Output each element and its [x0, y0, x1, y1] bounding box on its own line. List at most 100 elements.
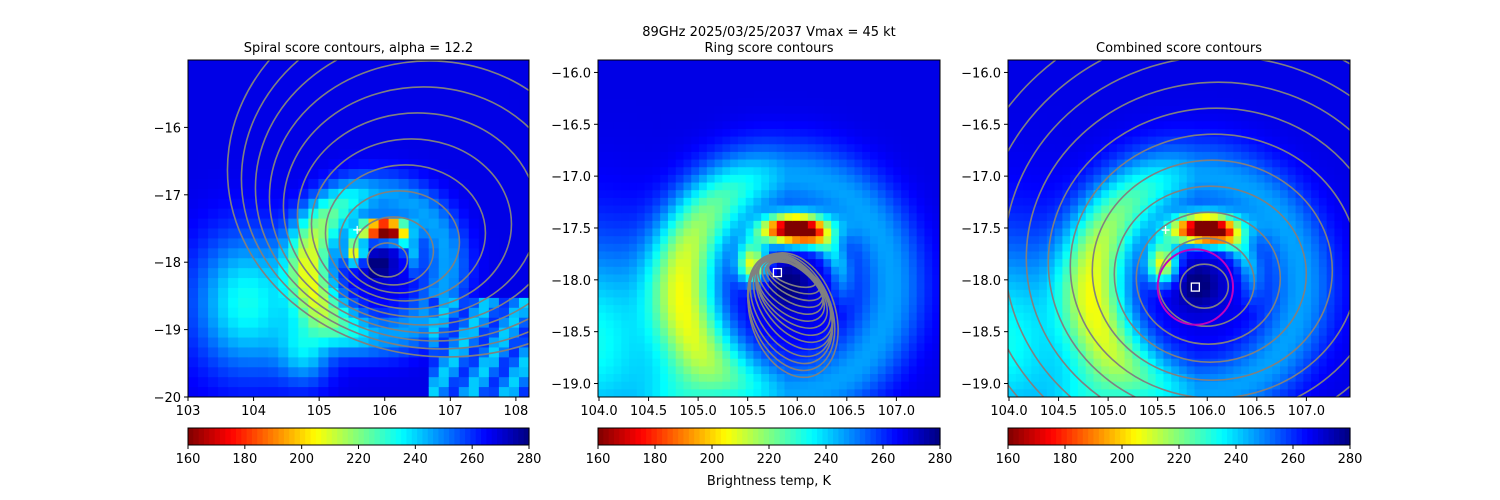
heatmap-cell [468, 218, 480, 230]
heatmap-cell [838, 182, 848, 191]
heatmap-cell [1116, 159, 1126, 168]
heatmap-cell [838, 351, 848, 360]
heatmap-cell [675, 105, 685, 115]
heatmap-cell [769, 213, 778, 222]
heatmap-cell [714, 366, 723, 375]
heatmap-cell [1194, 381, 1203, 390]
heatmap-cell [854, 151, 863, 161]
heatmap-cell [706, 75, 716, 84]
heatmap-cell [1046, 266, 1056, 276]
heatmap-cell [1287, 389, 1297, 397]
heatmap-cell [652, 312, 661, 322]
heatmap-cell [1248, 312, 1258, 322]
heatmap-cell [1202, 381, 1211, 390]
heatmap-cell [1039, 159, 1048, 168]
heatmap-cell [901, 174, 910, 184]
heatmap-cell [722, 358, 731, 367]
heatmap-cell [1008, 282, 1017, 291]
heatmap-cell [769, 381, 778, 390]
heatmap-cell [629, 297, 638, 306]
heatmap-cell [924, 90, 933, 99]
heatmap-cell [1077, 220, 1087, 230]
heatmap-cell [613, 282, 622, 291]
heatmap-cell [1225, 381, 1235, 390]
heatmap-cell [823, 266, 832, 276]
heatmap-cell [1124, 60, 1133, 69]
heatmap-cell [218, 337, 229, 349]
heatmap-cell [478, 387, 490, 397]
heatmap-cell [792, 128, 801, 138]
heatmap-cell [792, 82, 801, 92]
colorbar-segment [897, 428, 904, 445]
heatmap-cell [1023, 197, 1032, 207]
heatmap-cell [228, 327, 239, 339]
heatmap-cell [916, 90, 926, 99]
heatmap-cell [1233, 259, 1242, 268]
heatmap-cell [1062, 67, 1071, 76]
heatmap-cell [278, 169, 289, 180]
heatmap-cell [1085, 159, 1095, 168]
heatmap-cell [1264, 75, 1273, 84]
heatmap-cell [629, 190, 638, 199]
heatmap-cell [691, 351, 700, 360]
heatmap-cell [1023, 174, 1032, 184]
heatmap-cell [1062, 82, 1071, 92]
heatmap-cell [1015, 381, 1025, 390]
heatmap-cell [338, 278, 350, 289]
heatmap-cell [598, 312, 607, 322]
heatmap-cell [699, 82, 708, 92]
heatmap-cell [1202, 167, 1211, 176]
heatmap-cell [1241, 389, 1250, 397]
heatmap-cell [1015, 67, 1025, 76]
heatmap-cell [598, 197, 607, 207]
heatmap-cell [1147, 159, 1157, 168]
heatmap-cell [1109, 320, 1118, 329]
heatmap-cell [1031, 128, 1040, 138]
colorbar-segment [193, 428, 200, 445]
heatmap-cell [831, 374, 840, 383]
heatmap-cell [753, 213, 762, 222]
heatmap-cell [1109, 121, 1118, 130]
heatmap-cell [1241, 335, 1250, 344]
heatmap-cell [636, 274, 646, 283]
heatmap-cell [761, 205, 770, 214]
heatmap-cell [468, 297, 480, 309]
heatmap-cell [893, 335, 902, 344]
heatmap-cell [1070, 282, 1079, 291]
heatmap-cell [468, 258, 480, 269]
heatmap-cell [428, 337, 440, 349]
colorbar-segment [417, 428, 424, 445]
heatmap-cell [691, 151, 700, 161]
heatmap-cell [932, 366, 940, 375]
heatmap-cell [1054, 297, 1064, 306]
heatmap-cell [328, 327, 340, 339]
heatmap-cell [629, 351, 638, 360]
heatmap-cell [1147, 243, 1157, 253]
heatmap-cell [1116, 312, 1126, 322]
heatmap-cell [823, 82, 832, 92]
heatmap-cell [901, 197, 910, 207]
heatmap-cell [1248, 220, 1258, 230]
heatmap-cell [838, 251, 848, 260]
heatmap-cell [1132, 335, 1141, 344]
heatmap-cell [518, 357, 529, 368]
heatmap-cell [924, 144, 933, 153]
heatmap-cell [660, 121, 669, 130]
heatmap-cell [398, 60, 410, 71]
heatmap-cell [1171, 167, 1180, 176]
heatmap-cell [268, 228, 279, 240]
heatmap-cell [1171, 60, 1180, 69]
heatmap-cell [675, 136, 685, 145]
heatmap-cell [508, 228, 520, 240]
heatmap-cell [784, 358, 793, 367]
heatmap-cell [1280, 297, 1289, 306]
heatmap-cell [208, 258, 219, 269]
colorbar-segment [763, 428, 770, 445]
heatmap-cell [508, 287, 520, 299]
heatmap-cell [652, 144, 661, 153]
heatmap-cell [418, 337, 430, 349]
heatmap-cell [652, 98, 661, 107]
heatmap-cell [258, 119, 269, 130]
heatmap-cell [815, 174, 825, 184]
heatmap-cell [238, 69, 249, 81]
